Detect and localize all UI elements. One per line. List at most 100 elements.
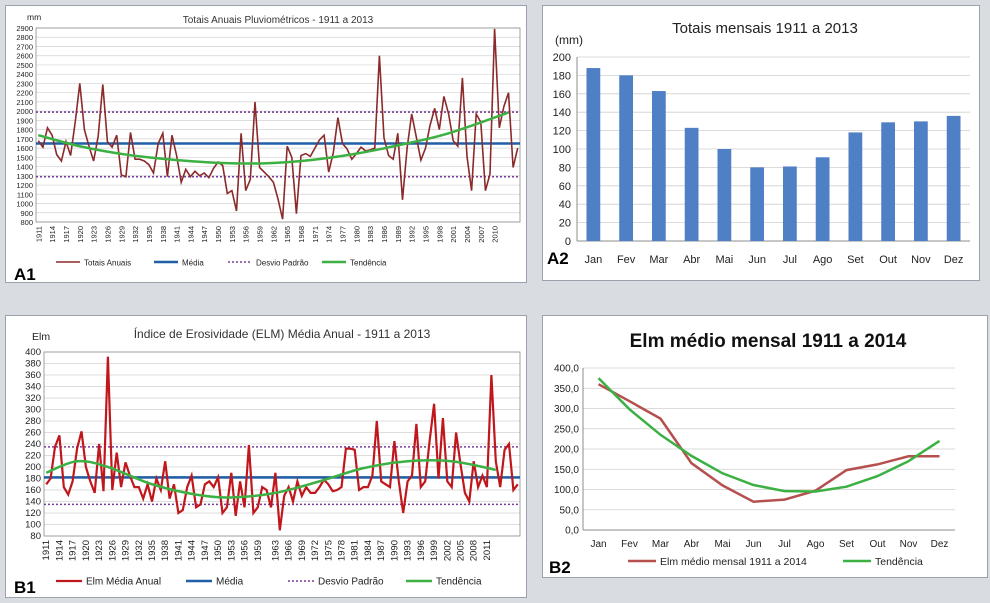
x-tick-label: Ago xyxy=(807,539,825,550)
x-tick-label: 1950 xyxy=(213,540,224,561)
x-tick-label: 1953 xyxy=(226,540,237,561)
chart-a1: Totais Anuais Pluviométricos - 1911 a 20… xyxy=(16,12,521,268)
series-line xyxy=(597,383,940,503)
x-tick-label: 1972 xyxy=(310,540,321,561)
panel-b2: Elm médio mensal 1911 a 2014 0,0 50,0 100,0… xyxy=(542,315,988,578)
panel-label-a1: A1 xyxy=(14,265,36,284)
x-tick-label: Fev xyxy=(621,539,638,550)
x-tick-label: 1968 xyxy=(297,226,306,243)
chart-b2: Elm médio mensal 1911 a 2014 0,0 50,0 100,0… xyxy=(554,331,955,568)
x-tick-label: 1956 xyxy=(240,540,251,561)
y-tick-label: 900 xyxy=(20,209,33,218)
x-tick-label: 2002 xyxy=(442,540,453,561)
x-tick-label: 2007 xyxy=(477,226,486,243)
bar xyxy=(946,115,961,241)
series-line xyxy=(37,28,519,220)
bar xyxy=(782,166,797,241)
y-tick-label: 1300 xyxy=(16,172,33,181)
x-tick-label: 1986 xyxy=(380,226,389,243)
x-tick-label: 1993 xyxy=(403,540,414,561)
y-tick-label: 140 xyxy=(553,107,571,119)
chart-title: Totais mensais 1911 a 2013 xyxy=(672,20,858,37)
y-tick-label: 180 xyxy=(553,70,571,82)
x-tick-label: Abr xyxy=(684,539,700,550)
x-tick-label: 2001 xyxy=(449,226,458,243)
chart-title: Totais Anuais Pluviométricos - 1911 a 20… xyxy=(183,15,374,26)
y-tick-label: 2600 xyxy=(16,52,33,61)
x-tick-label: 1959 xyxy=(253,540,264,561)
panel-label-b1: B1 xyxy=(14,578,36,597)
y-tick-label: 200 xyxy=(25,462,41,473)
y-tick-label: 1500 xyxy=(16,153,33,162)
y-tick-label: 100,0 xyxy=(554,485,579,496)
x-tick-label: 1981 xyxy=(350,540,361,561)
y-tick-label: 2700 xyxy=(16,42,33,51)
y-tick-label: 120 xyxy=(553,126,571,138)
y-tick-label: 40 xyxy=(559,199,571,211)
x-tick-label: 1977 xyxy=(339,226,348,243)
trend-line xyxy=(45,459,496,499)
x-tick-label: Set xyxy=(839,539,854,550)
x-tick-label: 2008 xyxy=(469,540,480,561)
x-tick-label: 1944 xyxy=(186,226,195,243)
x-tick-label: 1938 xyxy=(160,540,171,561)
y-tick-label: 0 xyxy=(565,236,571,248)
x-tick-label: 2005 xyxy=(456,540,467,561)
x-tick-label: Jun xyxy=(745,539,761,550)
chart-title: Índice de Erosividade (ELM) Média Anual … xyxy=(134,326,431,341)
y-tick-label: 400,0 xyxy=(554,364,579,375)
x-tick-label: 1971 xyxy=(311,226,320,243)
x-tick-label: 1929 xyxy=(121,540,132,561)
legend-label: Elm médio mensal 1911 a 2014 xyxy=(660,556,807,568)
panel-label-b2: B2 xyxy=(549,558,571,577)
y-tick-label: 1000 xyxy=(16,200,33,209)
y-tick-label: 100 xyxy=(25,520,41,531)
y-tick-label: 150,0 xyxy=(554,465,579,476)
trend-line xyxy=(37,111,509,165)
x-tick-label: 1917 xyxy=(62,226,71,243)
x-tick-label: 1920 xyxy=(76,226,85,243)
y-tick-label: 1100 xyxy=(17,190,33,199)
panel-label-a2: A2 xyxy=(547,249,569,268)
x-tick-label: 1953 xyxy=(228,226,237,243)
bar xyxy=(750,167,765,241)
y-tick-label: 1200 xyxy=(16,181,33,190)
y-tick-label: 250,0 xyxy=(554,424,579,435)
x-tick-label: 1990 xyxy=(389,540,400,561)
x-tick-label: 1923 xyxy=(94,540,105,561)
x-tick-label: Mai xyxy=(716,254,734,266)
y-tick-label: 260 xyxy=(25,428,41,439)
x-tick-label: 1911 xyxy=(34,226,43,242)
bar xyxy=(848,132,863,241)
x-tick-label: Jul xyxy=(778,539,791,550)
x-tick-label: Mar xyxy=(652,539,670,550)
x-tick-label: Jul xyxy=(783,254,797,266)
y-tick-label: 360 xyxy=(25,370,41,381)
y-tick-label: 240 xyxy=(25,439,41,450)
y-tick-label: 80 xyxy=(559,162,571,174)
y-tick-label: 280 xyxy=(25,416,41,427)
y-tick-label: 340 xyxy=(25,382,41,393)
y-tick-label: 100 xyxy=(553,144,571,156)
x-tick-label: 1989 xyxy=(394,226,403,243)
y-tick-label: 2500 xyxy=(16,61,33,70)
x-tick-label: 1911 xyxy=(41,540,52,560)
trend-line xyxy=(597,377,941,493)
bar xyxy=(651,91,666,241)
x-tick-label: 1920 xyxy=(81,540,92,561)
y-tick-label: 200,0 xyxy=(554,445,579,456)
y-tick-label: 380 xyxy=(25,359,41,370)
y-tick-label: 0,0 xyxy=(565,526,579,537)
y-axis-label: mm xyxy=(27,12,41,22)
y-tick-label: 1800 xyxy=(16,126,33,135)
y-tick-label: 2900 xyxy=(16,24,33,33)
x-tick-label: Jun xyxy=(748,254,766,266)
bar xyxy=(815,157,830,241)
x-tick-label: 1932 xyxy=(134,540,145,561)
legend-label: Média xyxy=(182,259,204,268)
bar xyxy=(586,68,601,241)
y-tick-label: 140 xyxy=(25,497,41,508)
x-tick-label: Out xyxy=(869,539,885,550)
plot-frame xyxy=(35,27,521,223)
x-tick-label: 1983 xyxy=(366,226,375,243)
